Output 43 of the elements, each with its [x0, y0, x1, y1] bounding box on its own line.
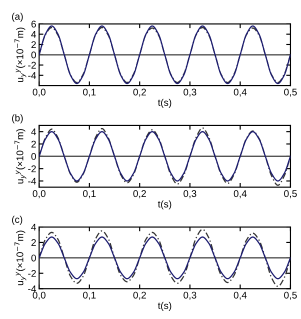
x-tick-label: 0,5 — [284, 292, 297, 300]
x-tick-label: 0,2 — [133, 88, 146, 97]
y-tick-label: 2 — [31, 41, 36, 48]
x-tick-label: 0,4 — [234, 292, 247, 300]
chart-title: (a) — [12, 12, 23, 22]
y-tick-label: 4 — [31, 224, 36, 231]
x-tick-label: 0,1 — [83, 88, 96, 97]
x-tick-label: 0,2 — [133, 190, 146, 198]
y-tick-label: -4 — [28, 72, 36, 79]
x-tick-label: 0,4 — [234, 190, 247, 198]
x-tick-label: 0,5 — [284, 88, 297, 97]
chart-title: (b) — [12, 114, 23, 124]
y-tick-label: 6 — [31, 20, 36, 28]
x-tick-label: 0,0 — [32, 88, 46, 97]
y-tick-label: -2 — [28, 62, 36, 69]
x-tick-label: 0,3 — [184, 190, 196, 198]
y-axis-title: u$_{y}$$^{y}$(×10$^{−7}$m) — [14, 230, 26, 286]
x-tick-label: 0,0 — [32, 292, 46, 300]
x-tick-label: 0,4 — [234, 88, 247, 97]
y-tick-label: 0 — [31, 51, 36, 58]
x-tick-label: 0,0 — [32, 190, 46, 198]
y-tick-label: 2 — [31, 140, 36, 148]
y-axis-title: u$_{y}$$^{y}$(×10$^{−7}$m) — [14, 129, 26, 184]
x-tick-label: 0,3 — [184, 292, 196, 300]
y-tick-label: 4 — [31, 31, 36, 38]
y-tick-label: 0 — [31, 153, 36, 160]
y-tick-label: -2 — [28, 270, 36, 277]
chart-title: (c) — [12, 216, 22, 225]
y-tick-label: -4 — [28, 286, 36, 292]
x-axis-title: t(s) — [158, 98, 172, 108]
x-tick-label: 0,2 — [133, 292, 146, 300]
x-tick-label: 0,1 — [83, 190, 96, 198]
x-tick-label: 0,1 — [83, 292, 96, 300]
y-tick-label: 0 — [31, 254, 36, 262]
x-axis-title: t(s) — [158, 200, 172, 210]
x-tick-label: 0,3 — [184, 88, 196, 97]
y-tick-label: 2 — [31, 239, 36, 246]
y-axis-title: u$_{y}$$^{y}$(×10$^{−7}$m) — [14, 28, 26, 82]
x-axis-title: t(s) — [158, 302, 172, 311]
x-tick-label: 0,5 — [284, 190, 297, 198]
y-tick-label: -4 — [28, 178, 36, 184]
y-tick-label: 4 — [31, 128, 36, 136]
y-tick-label: -2 — [28, 165, 36, 172]
